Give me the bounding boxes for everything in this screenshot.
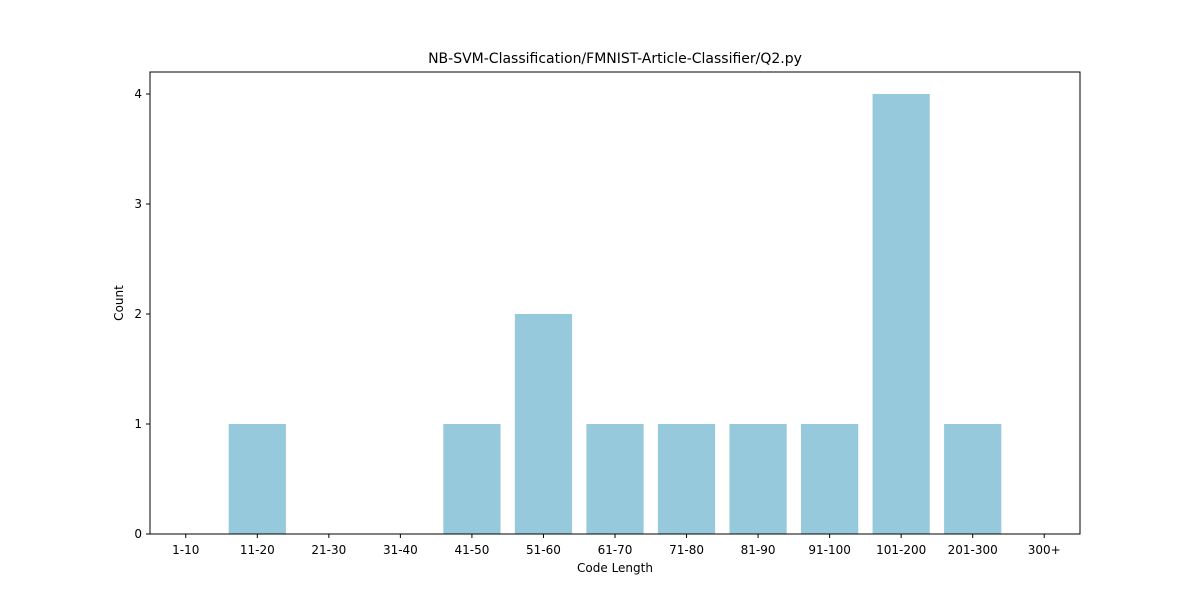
bar-61-70 bbox=[586, 424, 644, 534]
x-tick-label: 300+ bbox=[1028, 543, 1061, 557]
bar-51-60 bbox=[514, 314, 573, 534]
y-tick-label: 2 bbox=[134, 307, 142, 321]
x-axis-label: Code Length bbox=[577, 561, 653, 575]
bar-11-20 bbox=[228, 424, 286, 534]
bar-41-50 bbox=[443, 424, 501, 534]
x-tick-label: 91-100 bbox=[808, 543, 851, 557]
bar-81-90 bbox=[729, 424, 787, 534]
y-tick-label: 1 bbox=[134, 417, 142, 431]
x-tick-label: 81-90 bbox=[741, 543, 776, 557]
x-tick-label: 31-40 bbox=[383, 543, 418, 557]
x-tick-label: 101-200 bbox=[876, 543, 926, 557]
y-axis-ticks: 0 1 2 3 4 bbox=[134, 87, 150, 541]
x-tick-label: 41-50 bbox=[454, 543, 489, 557]
y-tick-label: 0 bbox=[134, 527, 142, 541]
x-tick-label: 51-60 bbox=[526, 543, 561, 557]
bar-91-100 bbox=[801, 424, 859, 534]
x-tick-label: 11-20 bbox=[240, 543, 275, 557]
y-tick-label: 4 bbox=[134, 87, 142, 101]
bar-101-200 bbox=[872, 94, 930, 534]
x-tick-label: 71-80 bbox=[669, 543, 704, 557]
x-axis-ticks: 1-10 11-20 21-30 31-40 41-50 51-60 61-70 71-80 8… bbox=[172, 534, 1061, 557]
y-tick-label: 3 bbox=[134, 197, 142, 211]
bar-201-300 bbox=[944, 424, 1002, 534]
bars-group bbox=[228, 94, 1002, 534]
x-tick-label: 61-70 bbox=[598, 543, 633, 557]
y-axis-label: Count bbox=[112, 285, 126, 321]
x-tick-label: 1-10 bbox=[172, 543, 199, 557]
x-tick-label: 21-30 bbox=[311, 543, 346, 557]
x-tick-label: 201-300 bbox=[948, 543, 998, 557]
bar-71-80 bbox=[657, 424, 716, 534]
chart-title: NB-SVM-Classification/FMNIST-Article-Cla… bbox=[428, 51, 802, 67]
